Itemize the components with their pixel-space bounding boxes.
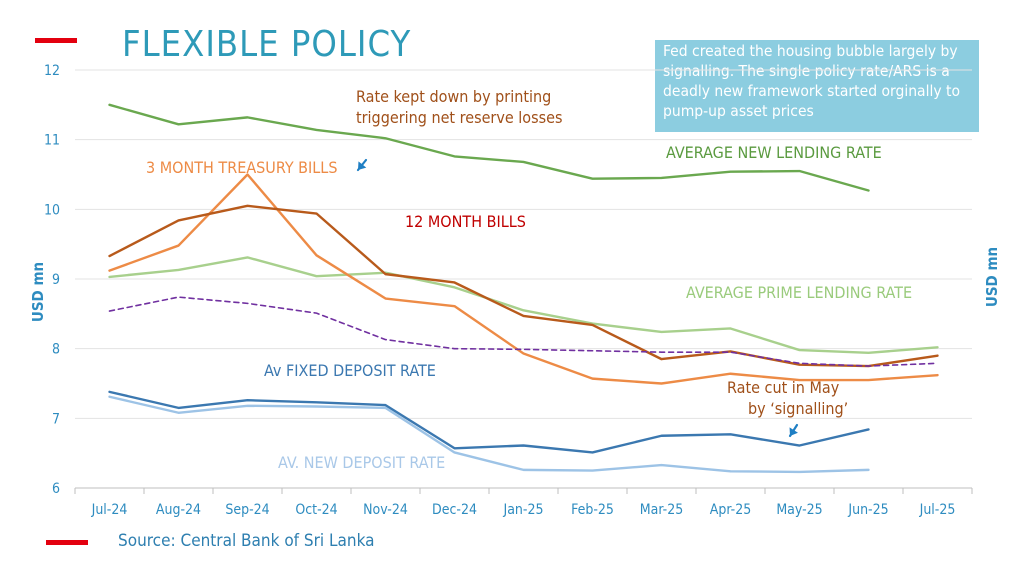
y-tick-label: 11 <box>44 133 60 149</box>
y-tick-label: 10 <box>44 202 60 218</box>
arrow-icon-printing-head <box>358 161 367 170</box>
annotation-printing-line1: Rate kept down by printing <box>356 87 552 106</box>
series-label-new-deposit: AV. NEW DEPOSIT RATE <box>278 453 446 472</box>
top-accent-bar <box>35 38 77 43</box>
y-axis-label-left: USD mn <box>29 261 48 323</box>
y-tick-label: 12 <box>44 63 60 79</box>
source-note: Source: Central Bank of Sri Lanka <box>118 531 375 551</box>
x-tick-label: Jul-25 <box>919 502 956 518</box>
series-line-tbill12m <box>108 204 939 368</box>
y-tick-label: 9 <box>52 272 60 288</box>
series-line-new-deposit <box>108 395 870 474</box>
page-title: FLEXIBLE POLICY <box>122 24 412 65</box>
x-tick-label: May-25 <box>776 502 822 518</box>
series-line-avg-prime <box>108 256 939 355</box>
x-tick-label: Sep-24 <box>225 502 269 518</box>
x-tick-label: Jul-24 <box>91 502 128 518</box>
series-label-tbill12m: 12 MONTH BILLS <box>405 212 526 231</box>
series-line-fixed-deposit <box>108 390 870 454</box>
series-label-avg-prime: AVERAGE PRIME LENDING RATE <box>686 283 913 302</box>
y-tick-label: 8 <box>52 342 60 358</box>
x-tick-label: Mar-25 <box>640 502 683 518</box>
x-tick-label: Jan-25 <box>503 502 544 518</box>
series-line-avg-new-lending <box>108 103 870 192</box>
x-tick-label: Dec-24 <box>432 502 477 518</box>
series-line-tbill3m <box>108 173 939 385</box>
x-tick-label: Apr-25 <box>710 502 751 518</box>
bottom-accent-bar <box>46 540 88 545</box>
annotation-printing-line2: triggering net reserve losses <box>356 108 563 127</box>
x-tick-label: Nov-24 <box>363 502 408 518</box>
x-tick-label: Oct-24 <box>295 502 337 518</box>
series-label-avg-new-lending: AVERAGE NEW LENDING RATE <box>666 143 882 162</box>
x-tick-label: Feb-25 <box>571 502 614 518</box>
y-axis-label-right: USD mn <box>983 246 1002 308</box>
annotation-rate-cut-line1: Rate cut in May <box>727 378 840 397</box>
series-label-fixed-deposit: Av FIXED DEPOSIT RATE <box>264 361 436 380</box>
annotation-rate-cut-line2: by ‘signalling’ <box>748 399 849 418</box>
x-tick-label: Jun-25 <box>847 502 888 518</box>
series-label-tbill3m: 3 MONTH TREASURY BILLS <box>146 158 338 177</box>
y-tick-label: 7 <box>52 411 60 427</box>
y-tick-label: 6 <box>52 481 60 497</box>
x-tick-label: Aug-24 <box>156 502 201 518</box>
note-box: Fed created the housing bubble largely b… <box>655 40 979 132</box>
series-line-policy-dashed <box>108 296 939 367</box>
arrow-icon-rate-cut-head <box>789 427 798 436</box>
